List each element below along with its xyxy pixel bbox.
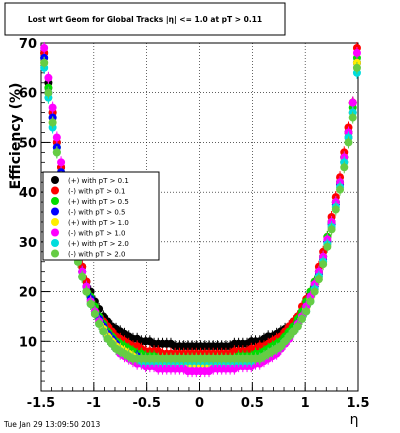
- data-point: [297, 314, 306, 323]
- legend-marker: [51, 228, 59, 237]
- x-tick-label: 0: [195, 396, 204, 411]
- x-tick-label: -1: [87, 396, 101, 411]
- legend-label: (-) with pT > 2.0: [68, 251, 125, 259]
- data-point: [331, 205, 340, 214]
- data-point: [352, 63, 361, 72]
- data-point: [52, 133, 61, 142]
- legend-marker: [51, 218, 59, 226]
- y-axis-label: Efficiency (%): [8, 83, 24, 190]
- chart-title: Lost wrt Geom for Global Tracks |η| <= 1…: [28, 15, 262, 25]
- x-tick-label: -0.5: [132, 396, 160, 411]
- legend-label: (-) with pT > 0.5: [68, 209, 125, 217]
- legend-marker: [51, 239, 59, 247]
- data-point: [40, 58, 49, 67]
- data-point: [348, 98, 357, 107]
- x-tick-label: 1.5: [346, 396, 369, 411]
- legend-label: (+) with pT > 0.1: [68, 177, 129, 185]
- y-tick-label: 60: [19, 87, 37, 102]
- data-point: [44, 88, 53, 97]
- x-tick-label: -1.5: [27, 396, 55, 411]
- y-tick-label: 50: [19, 136, 37, 151]
- data-point: [86, 300, 95, 308]
- legend-label: (+) with pT > 1.0: [68, 219, 129, 227]
- data-point: [99, 327, 108, 336]
- x-tick-label: 1: [301, 396, 310, 411]
- x-axis-label: η: [350, 412, 359, 428]
- data-point: [310, 287, 319, 296]
- data-point: [52, 148, 61, 157]
- data-point: [327, 225, 336, 234]
- legend-label: (+) with pT > 0.5: [68, 198, 129, 206]
- data-point: [336, 185, 345, 194]
- legend-marker: [51, 186, 59, 195]
- data-point: [95, 319, 104, 328]
- data-points: [40, 41, 361, 378]
- y-tick-label: 40: [19, 186, 37, 201]
- data-point: [352, 48, 361, 57]
- data-point: [323, 242, 332, 251]
- data-point: [48, 103, 57, 112]
- legend: (+) with pT > 0.1 (-) with pT > 0.1 (+) wi…: [42, 171, 160, 261]
- legend-marker: [51, 207, 59, 216]
- legend-label: (+) with pT > 2.0: [68, 240, 129, 248]
- y-tick-label: 20: [19, 286, 37, 301]
- y-tick-label: 70: [19, 37, 37, 52]
- x-tick-label: 0.5: [241, 396, 264, 411]
- legend-marker: [51, 197, 59, 205]
- legend-marker: [51, 249, 59, 258]
- data-point: [302, 307, 311, 316]
- legend-box: [42, 171, 160, 261]
- data-point: [348, 113, 357, 122]
- y-tick-label: 10: [19, 335, 37, 350]
- footer-timestamp: Tue Jan 29 13:09:50 2013: [3, 420, 100, 429]
- legend-label: (-) with pT > 0.1: [68, 188, 125, 196]
- data-point: [306, 297, 315, 306]
- data-point: [57, 158, 66, 167]
- y-tick-label: 30: [19, 236, 37, 251]
- data-point: [44, 73, 53, 82]
- series-group: [40, 56, 361, 365]
- data-point: [40, 43, 49, 52]
- data-point: [293, 322, 302, 331]
- data-point: [82, 287, 91, 296]
- data-point: [340, 163, 349, 172]
- data-point: [90, 309, 99, 318]
- data-point: [78, 272, 87, 281]
- y-tick-labels: 10 20 30 40 50 60 70: [19, 37, 37, 350]
- title-box: [4, 2, 286, 36]
- legend-marker: [51, 176, 59, 184]
- data-point: [319, 260, 328, 269]
- legend-label: (-) with pT > 1.0: [68, 230, 125, 238]
- data-point: [344, 138, 353, 147]
- data-point: [48, 118, 57, 127]
- x-tick-labels: -1.5 -1 -0.5 0 0.5 1 1.5: [27, 396, 370, 411]
- data-point: [314, 275, 323, 284]
